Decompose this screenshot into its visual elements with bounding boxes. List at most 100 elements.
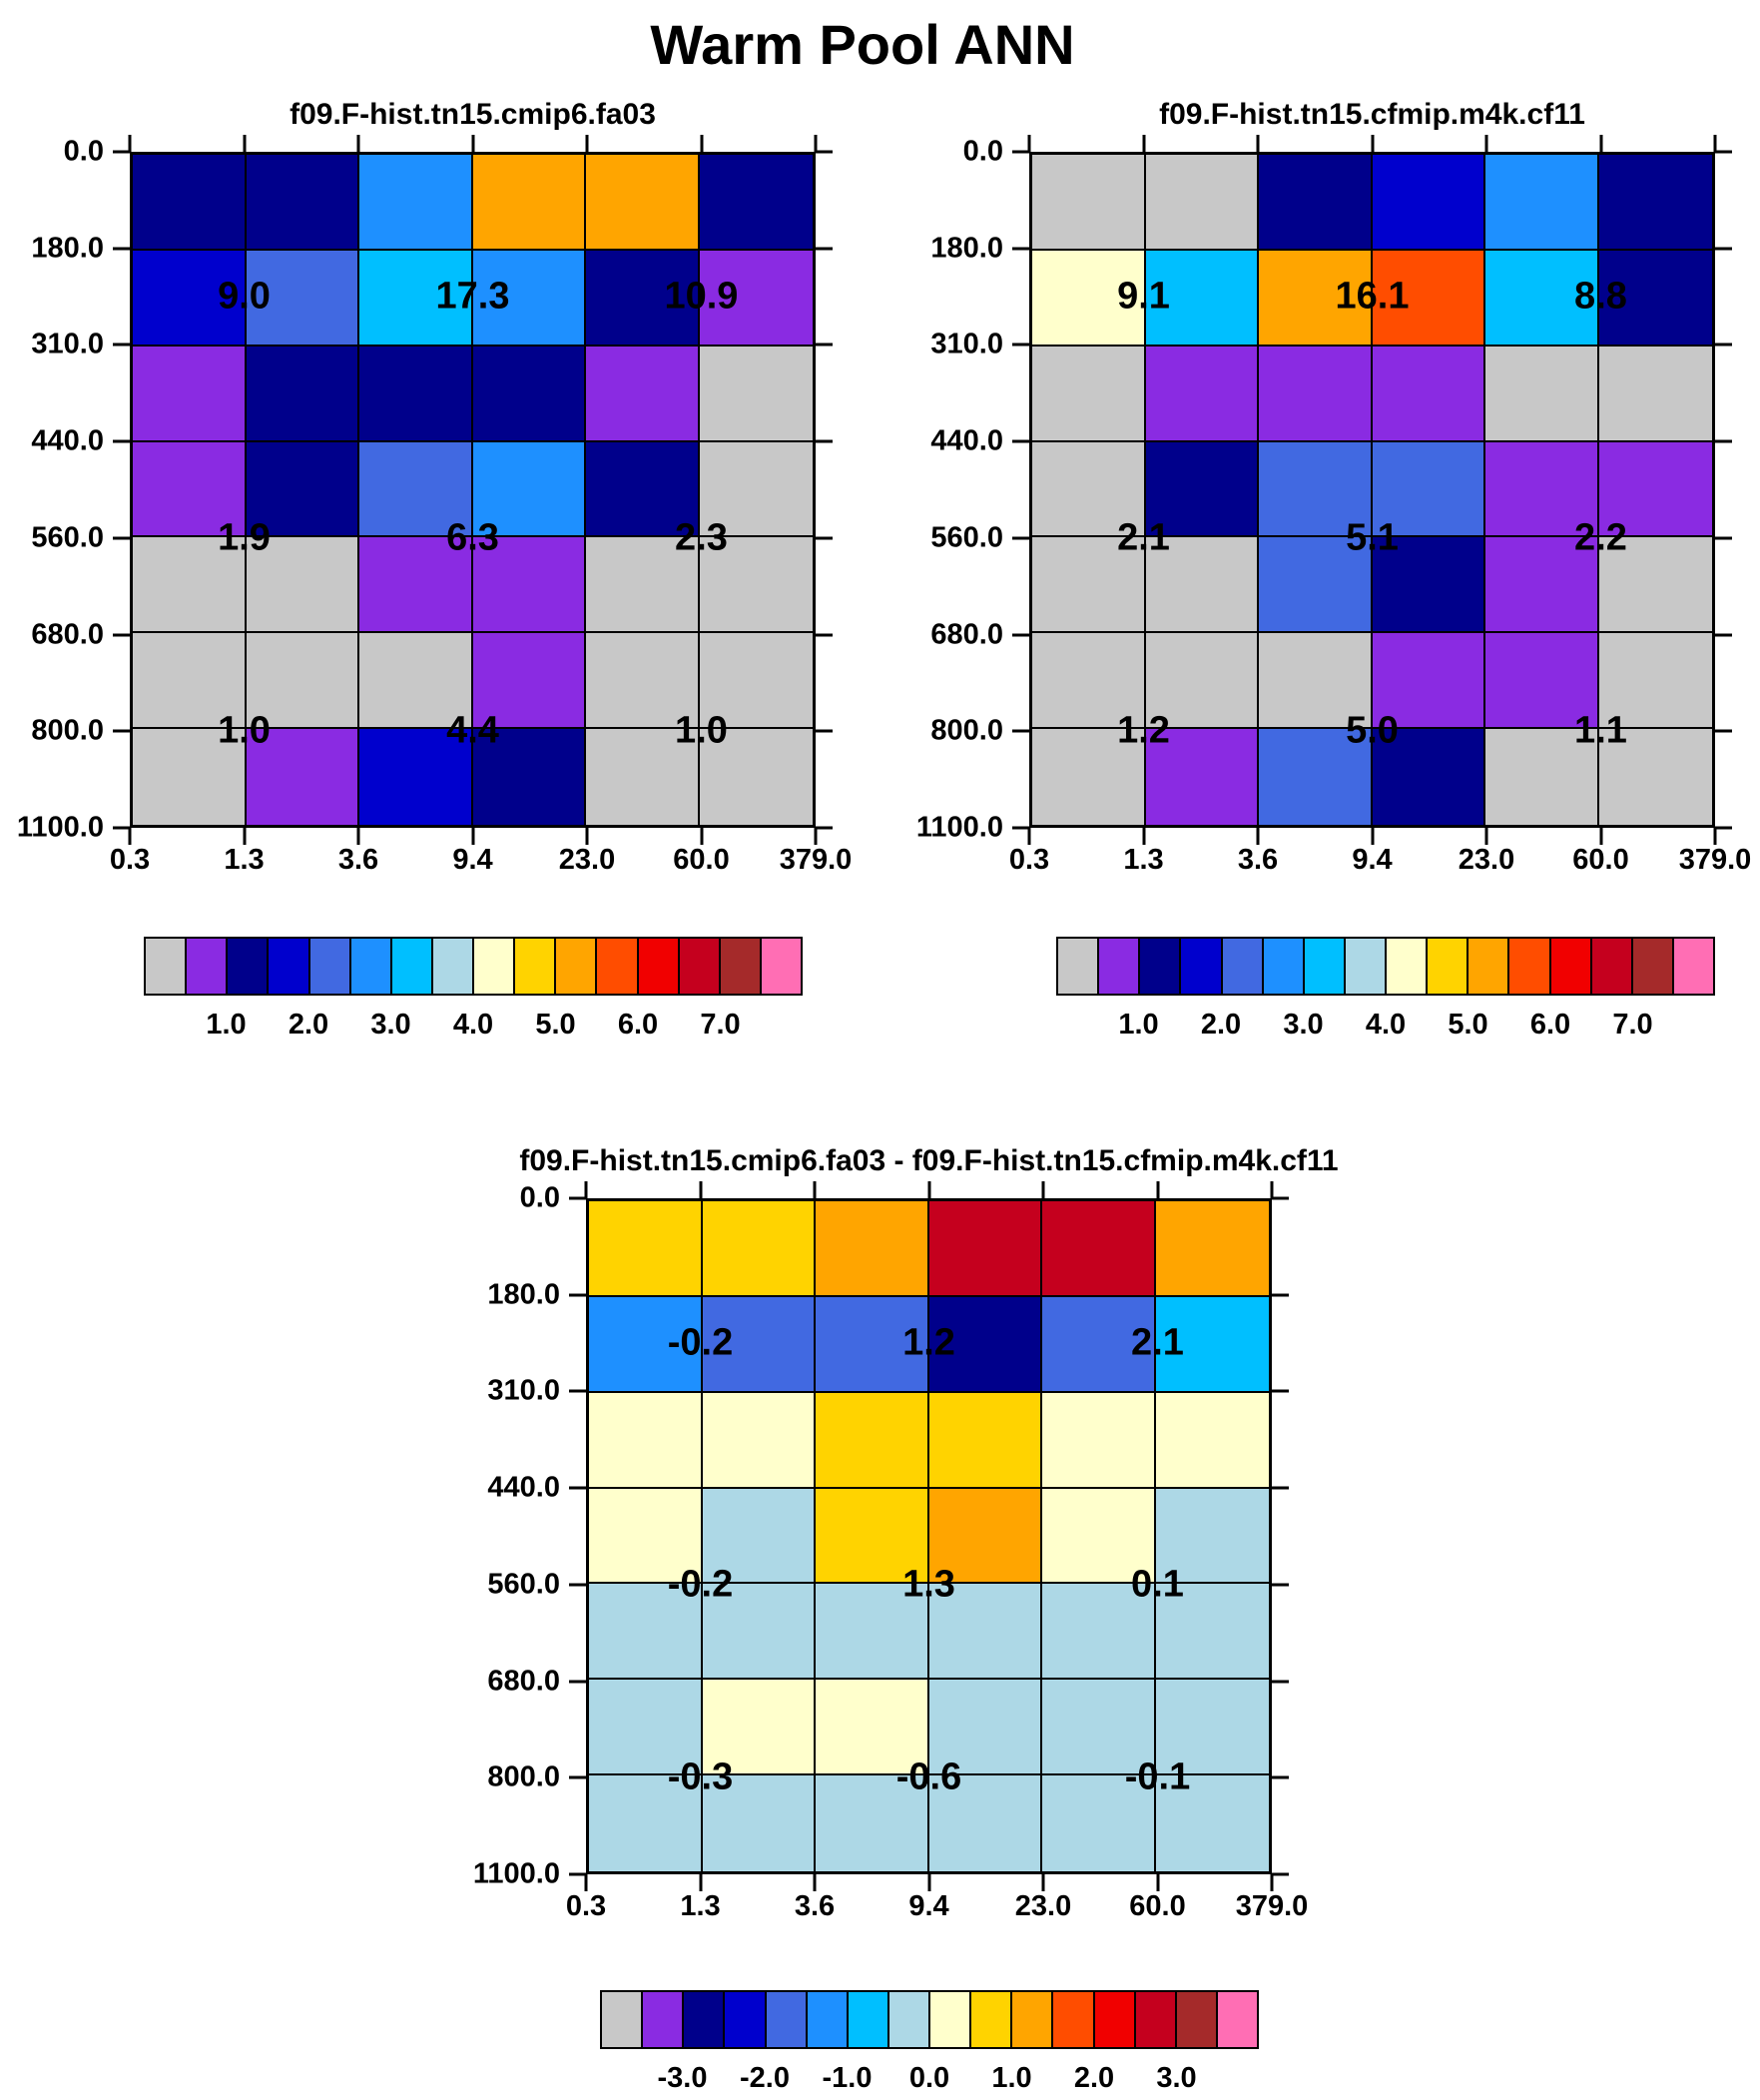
colorbar-swatch	[1135, 1992, 1177, 2047]
colorbar-swatch	[1673, 939, 1713, 994]
y-axis-tick-label: 800.0	[487, 1760, 560, 1793]
cell-value-label: 2.3	[675, 516, 728, 559]
cell-value-label: 17.3	[435, 275, 510, 318]
colorbar-tick-label: 3.0	[1156, 2062, 1197, 2094]
y-axis-tick-label: 680.0	[487, 1665, 560, 1698]
colorbar-swatch	[1263, 939, 1305, 994]
heatmap-cell	[1372, 729, 1485, 825]
colorbar-right: 1.0 2.0 3.0 4.0 5.0 6.0 7.0	[1056, 937, 1715, 1051]
y-axis-tick	[1715, 343, 1732, 347]
x-axis-tick	[700, 135, 703, 152]
x-axis-tick	[585, 828, 589, 845]
x-axis-tick	[1142, 135, 1145, 152]
x-axis-tick	[243, 828, 246, 845]
heatmap-cell	[1145, 346, 1259, 442]
y-axis-tick	[816, 247, 833, 251]
y-axis-tick	[113, 633, 130, 637]
x-axis-tick	[128, 135, 132, 152]
x-axis-tick-label: 3.6	[1237, 844, 1279, 876]
heatmap-cell	[1042, 1775, 1156, 1871]
colorbar-swatch	[720, 939, 762, 994]
heatmap-cell	[702, 1584, 816, 1681]
x-axis-tick	[927, 1181, 930, 1198]
x-axis-tick-label: 3.6	[794, 1890, 836, 1922]
heatmap-cell	[359, 633, 473, 730]
panel-title-cfmip-m4k-cf11: f09.F-hist.tn15.cfmip.m4k.cf11	[1159, 98, 1585, 131]
heatmap-cell	[1042, 1680, 1156, 1776]
panel-title-cmip6-fa03: f09.F-hist.tn15.cmip6.fa03	[290, 98, 656, 131]
heatmap-cell	[1372, 537, 1485, 634]
heatmap-cell	[816, 1296, 929, 1393]
y-axis-tick	[1012, 536, 1029, 540]
y-axis-tick-label: 800.0	[930, 714, 1003, 747]
y-axis-tick	[1272, 1293, 1289, 1297]
colorbar-tick-label: 1.0	[206, 1009, 247, 1041]
heatmap-cell	[702, 1775, 816, 1871]
colorbar-swatch	[679, 939, 721, 994]
heatmap-plot-difference	[586, 1198, 1272, 1874]
colorbar-swatch	[556, 939, 598, 994]
heatmap-cell	[1042, 1584, 1156, 1681]
colorbar-tick-label: -3.0	[657, 2062, 708, 2094]
colorbar-swatch	[1509, 939, 1551, 994]
heatmap-cell	[928, 1296, 1042, 1393]
heatmap-cell	[1259, 346, 1373, 442]
x-axis-tick	[584, 1874, 588, 1891]
heatmap-cell	[472, 537, 586, 634]
cell-value-label: 5.0	[1346, 709, 1399, 752]
heatmap-cell	[702, 1488, 816, 1585]
heatmap-cell	[133, 633, 247, 730]
heatmap-cell	[699, 729, 813, 825]
heatmap-cell	[1032, 633, 1146, 730]
cell-value-label: 2.1	[1117, 516, 1170, 559]
heatmap-cell	[359, 537, 473, 634]
y-axis-tick-label: 0.0	[63, 135, 104, 168]
colorbar-swatch	[725, 1992, 767, 2047]
heatmap-cell	[1032, 729, 1146, 825]
heatmap-cell	[1598, 250, 1712, 347]
colorbar-tick-label: 2.0	[1200, 1009, 1242, 1041]
colorbar-swatch	[309, 939, 351, 994]
heatmap-cell	[359, 250, 473, 347]
colorbar-tick-label: 1.0	[1118, 1009, 1159, 1041]
colorbar-tick-label: 5.0	[1448, 1009, 1488, 1041]
cell-value-label: 8.8	[1574, 275, 1627, 318]
x-axis-tick	[813, 1874, 817, 1891]
cell-value-label: 4.4	[446, 709, 499, 752]
y-axis-tick	[113, 826, 130, 830]
colorbar-swatch	[930, 1992, 972, 2047]
y-axis-tick-label: 1100.0	[16, 811, 104, 844]
heatmap-cell	[1032, 441, 1146, 538]
y-axis-tick	[1272, 1583, 1289, 1587]
heatmap-cell	[246, 633, 359, 730]
cell-value-label: 9.1	[1117, 275, 1170, 318]
colorbar-swatch	[643, 1992, 685, 2047]
x-axis-tick-label: 379.0	[1235, 1890, 1309, 1922]
colorbar-swatch	[971, 1992, 1013, 2047]
cell-value-label: -0.2	[667, 1321, 734, 1364]
heatmap-cell	[472, 250, 586, 347]
y-axis-tick	[1715, 633, 1732, 637]
heatmap-cell	[1485, 537, 1599, 634]
colorbar-tick-label: 0.0	[908, 2062, 950, 2094]
colorbar-swatch	[1053, 1992, 1095, 2047]
heatmap-cell	[702, 1296, 816, 1393]
cell-value-label: -0.1	[1124, 1755, 1191, 1798]
x-axis-tick	[813, 1181, 817, 1198]
heatmap-cell	[359, 155, 473, 251]
y-axis-tick	[1012, 247, 1029, 251]
colorbar-tick-label: 6.0	[617, 1009, 659, 1041]
heatmap-cell	[1042, 1392, 1156, 1489]
heatmap-cell	[1485, 633, 1599, 730]
y-axis-tick	[113, 729, 130, 733]
x-axis-tick-label: 3.6	[337, 844, 379, 876]
x-axis-tick	[1484, 135, 1488, 152]
heatmap-cell	[246, 250, 359, 347]
figure-title: Warm Pool ANN	[650, 13, 1075, 76]
colorbar-swatch	[1181, 939, 1223, 994]
colorbar-swatch	[1094, 1992, 1136, 2047]
cell-value-label: -0.6	[895, 1755, 962, 1798]
heatmap-cell	[1485, 441, 1599, 538]
heatmap-cell	[586, 729, 700, 825]
